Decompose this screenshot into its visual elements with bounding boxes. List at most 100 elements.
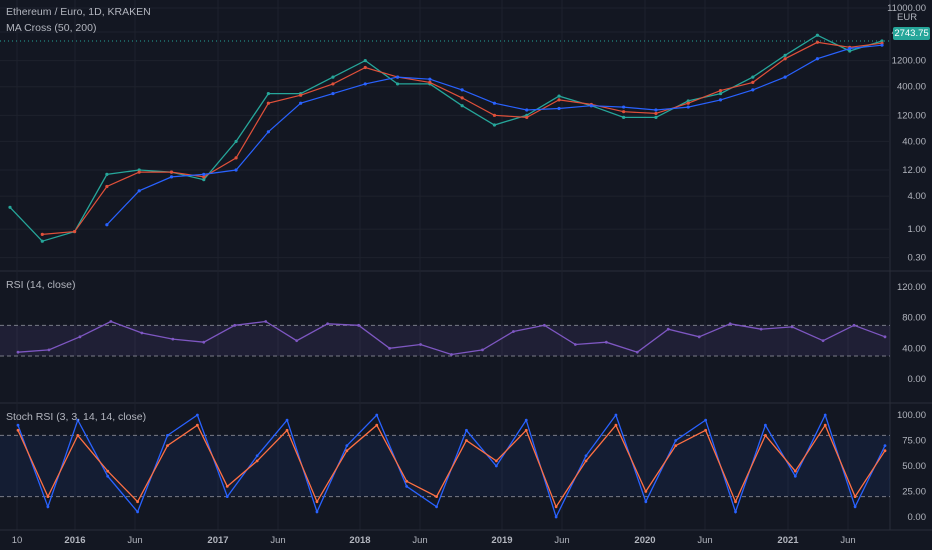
price-point <box>331 82 335 86</box>
ma-cross-legend[interactable]: MA Cross (50, 200) <box>6 22 97 34</box>
price-point <box>40 239 44 243</box>
stoch-point <box>644 490 648 493</box>
price-point <box>234 139 238 144</box>
price-point <box>525 115 529 120</box>
price-tick-label: 120.00 <box>897 110 926 121</box>
time-tick-label: 2019 <box>491 535 512 546</box>
stoch-point <box>853 505 857 509</box>
price-tick-label: 400.00 <box>897 82 926 93</box>
price-point <box>718 91 723 96</box>
price-point <box>266 101 270 105</box>
price-point <box>815 57 820 61</box>
rsi-point <box>883 335 887 339</box>
rsi-point <box>357 323 361 327</box>
rsi-point <box>635 350 639 354</box>
time-tick-label: Jun <box>697 535 712 546</box>
rsi-point <box>233 323 237 327</box>
price-point <box>622 110 626 114</box>
price-point <box>880 43 884 47</box>
stoch-point <box>584 459 588 463</box>
price-point <box>525 108 529 112</box>
rsi-point <box>388 346 391 350</box>
stoch-point <box>255 459 259 463</box>
price-point <box>169 170 174 174</box>
rsi-point <box>542 323 546 327</box>
stoch-point <box>674 439 678 442</box>
price-series-line <box>42 41 883 235</box>
stoch-point <box>76 434 80 437</box>
price-tick-label: 4.00 <box>908 191 927 202</box>
price-tick-label: 1.00 <box>908 224 927 235</box>
stoch-point <box>46 505 50 509</box>
price-point <box>460 88 464 92</box>
stoch-point <box>315 500 319 504</box>
stoch-point <box>285 418 289 422</box>
rsi-point <box>728 322 732 326</box>
price-point <box>783 53 787 57</box>
stoch-tick-label: 0.00 <box>908 512 927 523</box>
stoch-point <box>46 495 50 498</box>
rsi-tick-label: 0.00 <box>908 374 927 385</box>
stoch-rsi-title[interactable]: Stoch RSI (3, 3, 14, 14, close) <box>6 411 147 423</box>
price-tick-label: 40.00 <box>902 136 926 147</box>
symbol-title[interactable]: Ethereum / Euro, 1D, KRAKEN <box>6 6 151 18</box>
last-price-label: 2743.75 <box>894 28 929 39</box>
rsi-point <box>78 335 82 339</box>
price-point <box>718 88 723 93</box>
stoch-point <box>225 495 229 498</box>
price-point <box>751 75 755 79</box>
stoch-point <box>166 434 169 437</box>
time-tick-label: 10 <box>12 535 23 546</box>
stoch-tick-label: 25.00 <box>902 487 926 498</box>
currency-label: EUR <box>897 12 918 23</box>
time-tick-label: 2017 <box>207 535 228 546</box>
price-point <box>428 80 432 85</box>
stoch-point <box>405 479 409 483</box>
time-tick-label: Jun <box>270 535 285 546</box>
price-point <box>848 49 852 53</box>
stoch-point <box>136 510 139 514</box>
rsi-point <box>140 331 144 335</box>
time-tick-label: 2021 <box>777 535 799 546</box>
price-point <box>234 156 238 160</box>
price-point <box>137 170 141 174</box>
price-point <box>234 168 238 172</box>
stoch-tick-label: 100.00 <box>897 410 926 421</box>
rsi-point <box>481 348 484 352</box>
rsi-tick-label: 80.00 <box>902 313 926 324</box>
rsi-title[interactable]: RSI (14, close) <box>6 279 76 291</box>
price-point <box>202 172 206 176</box>
rsi-point <box>450 353 453 356</box>
stoch-point <box>853 495 857 498</box>
price-point <box>751 80 755 85</box>
rsi-tick-label: 120.00 <box>897 282 926 293</box>
stoch-point <box>764 423 767 427</box>
stoch-point <box>345 449 349 453</box>
price-point <box>202 178 206 182</box>
rsi-point <box>821 339 825 343</box>
rsi-point <box>697 335 701 339</box>
price-point <box>331 91 335 96</box>
price-point <box>395 75 400 79</box>
price-tick-label: 12.00 <box>902 165 926 176</box>
rsi-point <box>326 322 330 326</box>
stoch-point <box>136 500 139 504</box>
stoch-point <box>166 444 169 447</box>
stoch-point <box>823 413 827 417</box>
price-point <box>848 46 852 51</box>
stoch-point <box>285 428 289 432</box>
time-tick-label: 2020 <box>634 535 655 546</box>
price-point <box>460 104 464 108</box>
stoch-point <box>195 423 199 427</box>
stoch-point <box>195 413 199 417</box>
price-point <box>783 57 787 61</box>
stoch-point <box>674 444 678 447</box>
rsi-point <box>666 327 670 331</box>
stoch-point <box>524 428 528 432</box>
stoch-point <box>255 454 259 458</box>
stoch-point <box>494 459 498 463</box>
stoch-point <box>554 505 558 509</box>
price-point <box>266 130 270 134</box>
stoch-point <box>494 464 498 468</box>
